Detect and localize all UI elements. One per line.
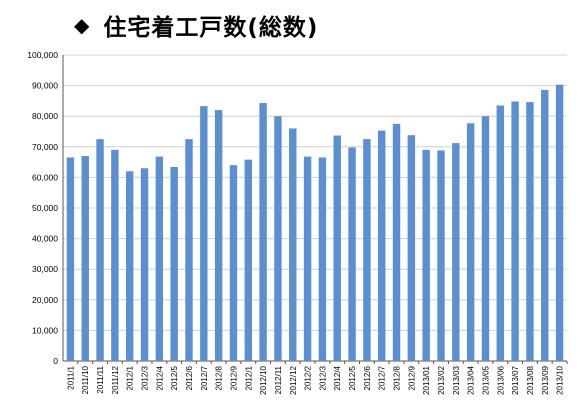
bar bbox=[318, 157, 327, 361]
x-tick-label: 2012/6 bbox=[185, 365, 194, 390]
bar bbox=[200, 106, 208, 362]
bar bbox=[229, 165, 238, 361]
bar bbox=[303, 156, 312, 361]
x-tick-label: 2012/4 bbox=[155, 365, 164, 390]
x-tick-label: 2012/6 bbox=[363, 365, 372, 390]
x-tick-label: 2011/11 bbox=[96, 365, 105, 393]
bar bbox=[466, 123, 475, 361]
x-tick-label: 2013/06 bbox=[496, 365, 505, 394]
x-tick-label: 2013/05 bbox=[481, 365, 490, 394]
title-text: 住宅着工戸数(総数) bbox=[103, 15, 319, 41]
bar bbox=[526, 102, 534, 362]
bar bbox=[392, 123, 401, 361]
bar bbox=[452, 143, 460, 361]
x-tick-label: 2011/12 bbox=[111, 365, 120, 394]
bar bbox=[111, 149, 119, 361]
bar bbox=[348, 147, 356, 361]
chart-title: ◆ 住宅着工戸数(総数) bbox=[74, 8, 318, 42]
bar bbox=[244, 159, 252, 361]
x-tick-label: 2012/4 bbox=[333, 365, 342, 390]
y-tick-label: 60,000 bbox=[32, 172, 58, 182]
x-tick-label: 2012/2 bbox=[304, 365, 313, 390]
x-tick-label: 2012/1 bbox=[126, 365, 135, 390]
x-tick-label: 2013/10 bbox=[556, 365, 565, 394]
y-tick-label: 20,000 bbox=[32, 295, 58, 305]
x-tick-label: 2013/04 bbox=[467, 365, 476, 394]
bar bbox=[378, 130, 386, 361]
bar bbox=[259, 103, 267, 362]
x-tick-label: 2012/5 bbox=[348, 365, 357, 390]
bar bbox=[126, 171, 134, 361]
bar bbox=[422, 149, 430, 361]
x-tick-label: 2012/11 bbox=[274, 365, 283, 394]
bar bbox=[66, 157, 75, 361]
x-tick-label: 2013/03 bbox=[452, 365, 461, 394]
y-tick-label: 10,000 bbox=[32, 325, 58, 335]
x-tick-label: 2013/08 bbox=[526, 365, 535, 394]
x-tick-label: 2012/3 bbox=[318, 365, 327, 390]
x-tick-label: 2012/8 bbox=[393, 365, 402, 390]
x-tick-label: 2012/5 bbox=[170, 365, 179, 390]
y-tick-label: 40,000 bbox=[32, 234, 58, 244]
bar bbox=[541, 89, 549, 361]
x-tick-label: 2011/1 bbox=[66, 365, 75, 389]
x-tick-label: 2012/8 bbox=[215, 365, 224, 390]
bar bbox=[407, 135, 416, 361]
bar bbox=[437, 150, 445, 361]
x-tick-label: 2012/7 bbox=[200, 365, 209, 390]
y-tick-label: 0 bbox=[53, 356, 58, 366]
y-tick-label: 50,000 bbox=[32, 203, 58, 213]
x-tick-label: 2012/9 bbox=[407, 365, 416, 390]
bar bbox=[214, 110, 223, 361]
bar bbox=[333, 135, 341, 361]
diamond-icon: ◆ bbox=[74, 13, 90, 37]
x-tick-label: 2013/01 bbox=[422, 365, 431, 394]
bar bbox=[170, 166, 178, 361]
y-tick-label: 80,000 bbox=[32, 111, 58, 121]
y-tick-label: 100,000 bbox=[27, 50, 58, 60]
bar bbox=[140, 168, 149, 361]
bar bbox=[155, 156, 164, 361]
y-tick-label: 30,000 bbox=[32, 264, 58, 274]
x-tick-label: 2012/12 bbox=[289, 365, 298, 394]
bar bbox=[96, 139, 104, 361]
x-tick-label: 2013/02 bbox=[437, 365, 446, 394]
bar bbox=[289, 128, 297, 361]
bar bbox=[496, 105, 504, 362]
bar bbox=[274, 116, 282, 361]
bar bbox=[555, 84, 564, 361]
bar bbox=[185, 139, 193, 361]
x-tick-label: 2012/10 bbox=[259, 365, 268, 394]
x-tick-label: 2012/7 bbox=[378, 365, 387, 390]
x-tick-label: 2012/1 bbox=[244, 365, 253, 390]
bar bbox=[481, 116, 490, 361]
y-tick-label: 70,000 bbox=[32, 142, 58, 152]
bar bbox=[363, 139, 371, 361]
x-tick-label: 2011/10 bbox=[81, 365, 90, 394]
x-tick-label: 2013/07 bbox=[511, 365, 520, 394]
bar bbox=[81, 155, 89, 361]
x-tick-label: 2012/9 bbox=[229, 365, 238, 390]
x-tick-label: 2013/09 bbox=[541, 365, 550, 394]
y-tick-label: 90,000 bbox=[32, 81, 58, 91]
bar bbox=[511, 101, 519, 362]
x-tick-label: 2012/3 bbox=[141, 365, 150, 390]
